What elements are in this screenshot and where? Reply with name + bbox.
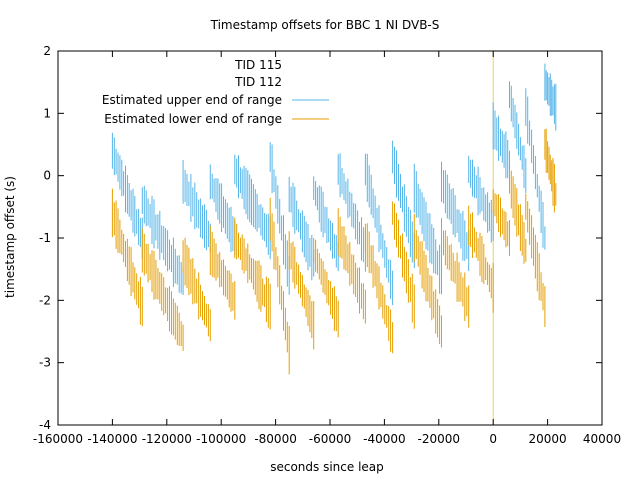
series-segment: [441, 161, 470, 271]
legend-label: Estimated lower end of range: [104, 112, 282, 126]
series-segment: [413, 214, 442, 348]
series-segment: [141, 185, 184, 295]
x-tick-label: -40000: [363, 432, 406, 446]
series-segment: [413, 163, 442, 295]
series-segment: [337, 153, 366, 272]
series-segment: [313, 238, 339, 338]
y-axis-label: timestamp offset (s): [3, 176, 17, 298]
series-segment: [111, 188, 143, 327]
y-tick-label: -2: [39, 293, 51, 307]
y-tick-label: 1: [43, 106, 51, 120]
x-tick-label: 20000: [529, 432, 567, 446]
series-segment: [441, 218, 470, 328]
series-segment: [364, 153, 394, 306]
series-segment: [182, 237, 211, 342]
axis-ticks: -160000 -140000 -120000 -100000 -80000 -60000…: [33, 44, 621, 446]
series-segment: [509, 81, 527, 194]
x-tick-label: -140000: [87, 432, 137, 446]
y-tick-label: -3: [39, 356, 51, 370]
x-tick-label: -60000: [309, 432, 352, 446]
x-tick-label: -100000: [196, 432, 246, 446]
series-segment: [468, 205, 494, 313]
series-segment: [525, 88, 546, 250]
series-lower: [111, 128, 557, 375]
series-segment: [288, 231, 315, 350]
series-segment: [544, 63, 557, 131]
legend-label: TID 115: [234, 58, 282, 72]
series-segment: [364, 223, 394, 354]
series-segment: [111, 132, 143, 259]
series-segment: [492, 102, 510, 179]
series-segment: [209, 225, 236, 320]
series-segment: [468, 155, 494, 243]
series-segment: [509, 170, 527, 264]
x-tick-label: -20000: [418, 432, 461, 446]
series-segment: [492, 189, 510, 256]
series-segment: [209, 164, 236, 256]
plot-area: [111, 51, 557, 425]
series-segment: [544, 128, 557, 213]
x-tick-label: 0: [489, 432, 497, 446]
series-segment: [337, 208, 366, 324]
x-tick-label: 40000: [583, 432, 621, 446]
x-axis-label: seconds since leap: [270, 460, 384, 474]
y-tick-label: -1: [39, 231, 51, 245]
series-segment: [182, 160, 211, 253]
series-segment: [392, 140, 415, 268]
y-tick-label: 2: [43, 44, 51, 58]
series-segment: [392, 201, 415, 329]
legend-label: Estimated upper end of range: [102, 93, 282, 107]
series-segment: [234, 217, 271, 330]
series-segment: [269, 142, 290, 295]
y-tick-label: -4: [39, 418, 51, 432]
x-tick-label: -80000: [254, 432, 297, 446]
chart-title: Timestamp offsets for BBC 1 NI DVB-S: [210, 18, 440, 32]
series-segment: [141, 228, 184, 351]
series-segment: [288, 176, 315, 281]
series-segment: [269, 197, 290, 375]
series-segment: [313, 176, 339, 272]
legend: TID 115 TID 112 Estimated upper end of ran…: [102, 58, 329, 126]
series-upper: [111, 63, 557, 306]
y-tick-label: 0: [43, 169, 51, 183]
x-tick-label: -160000: [33, 432, 83, 446]
series-segment: [234, 154, 271, 260]
series-segment: [525, 193, 546, 327]
x-tick-label: -120000: [142, 432, 192, 446]
legend-label: TID 112: [234, 75, 282, 89]
